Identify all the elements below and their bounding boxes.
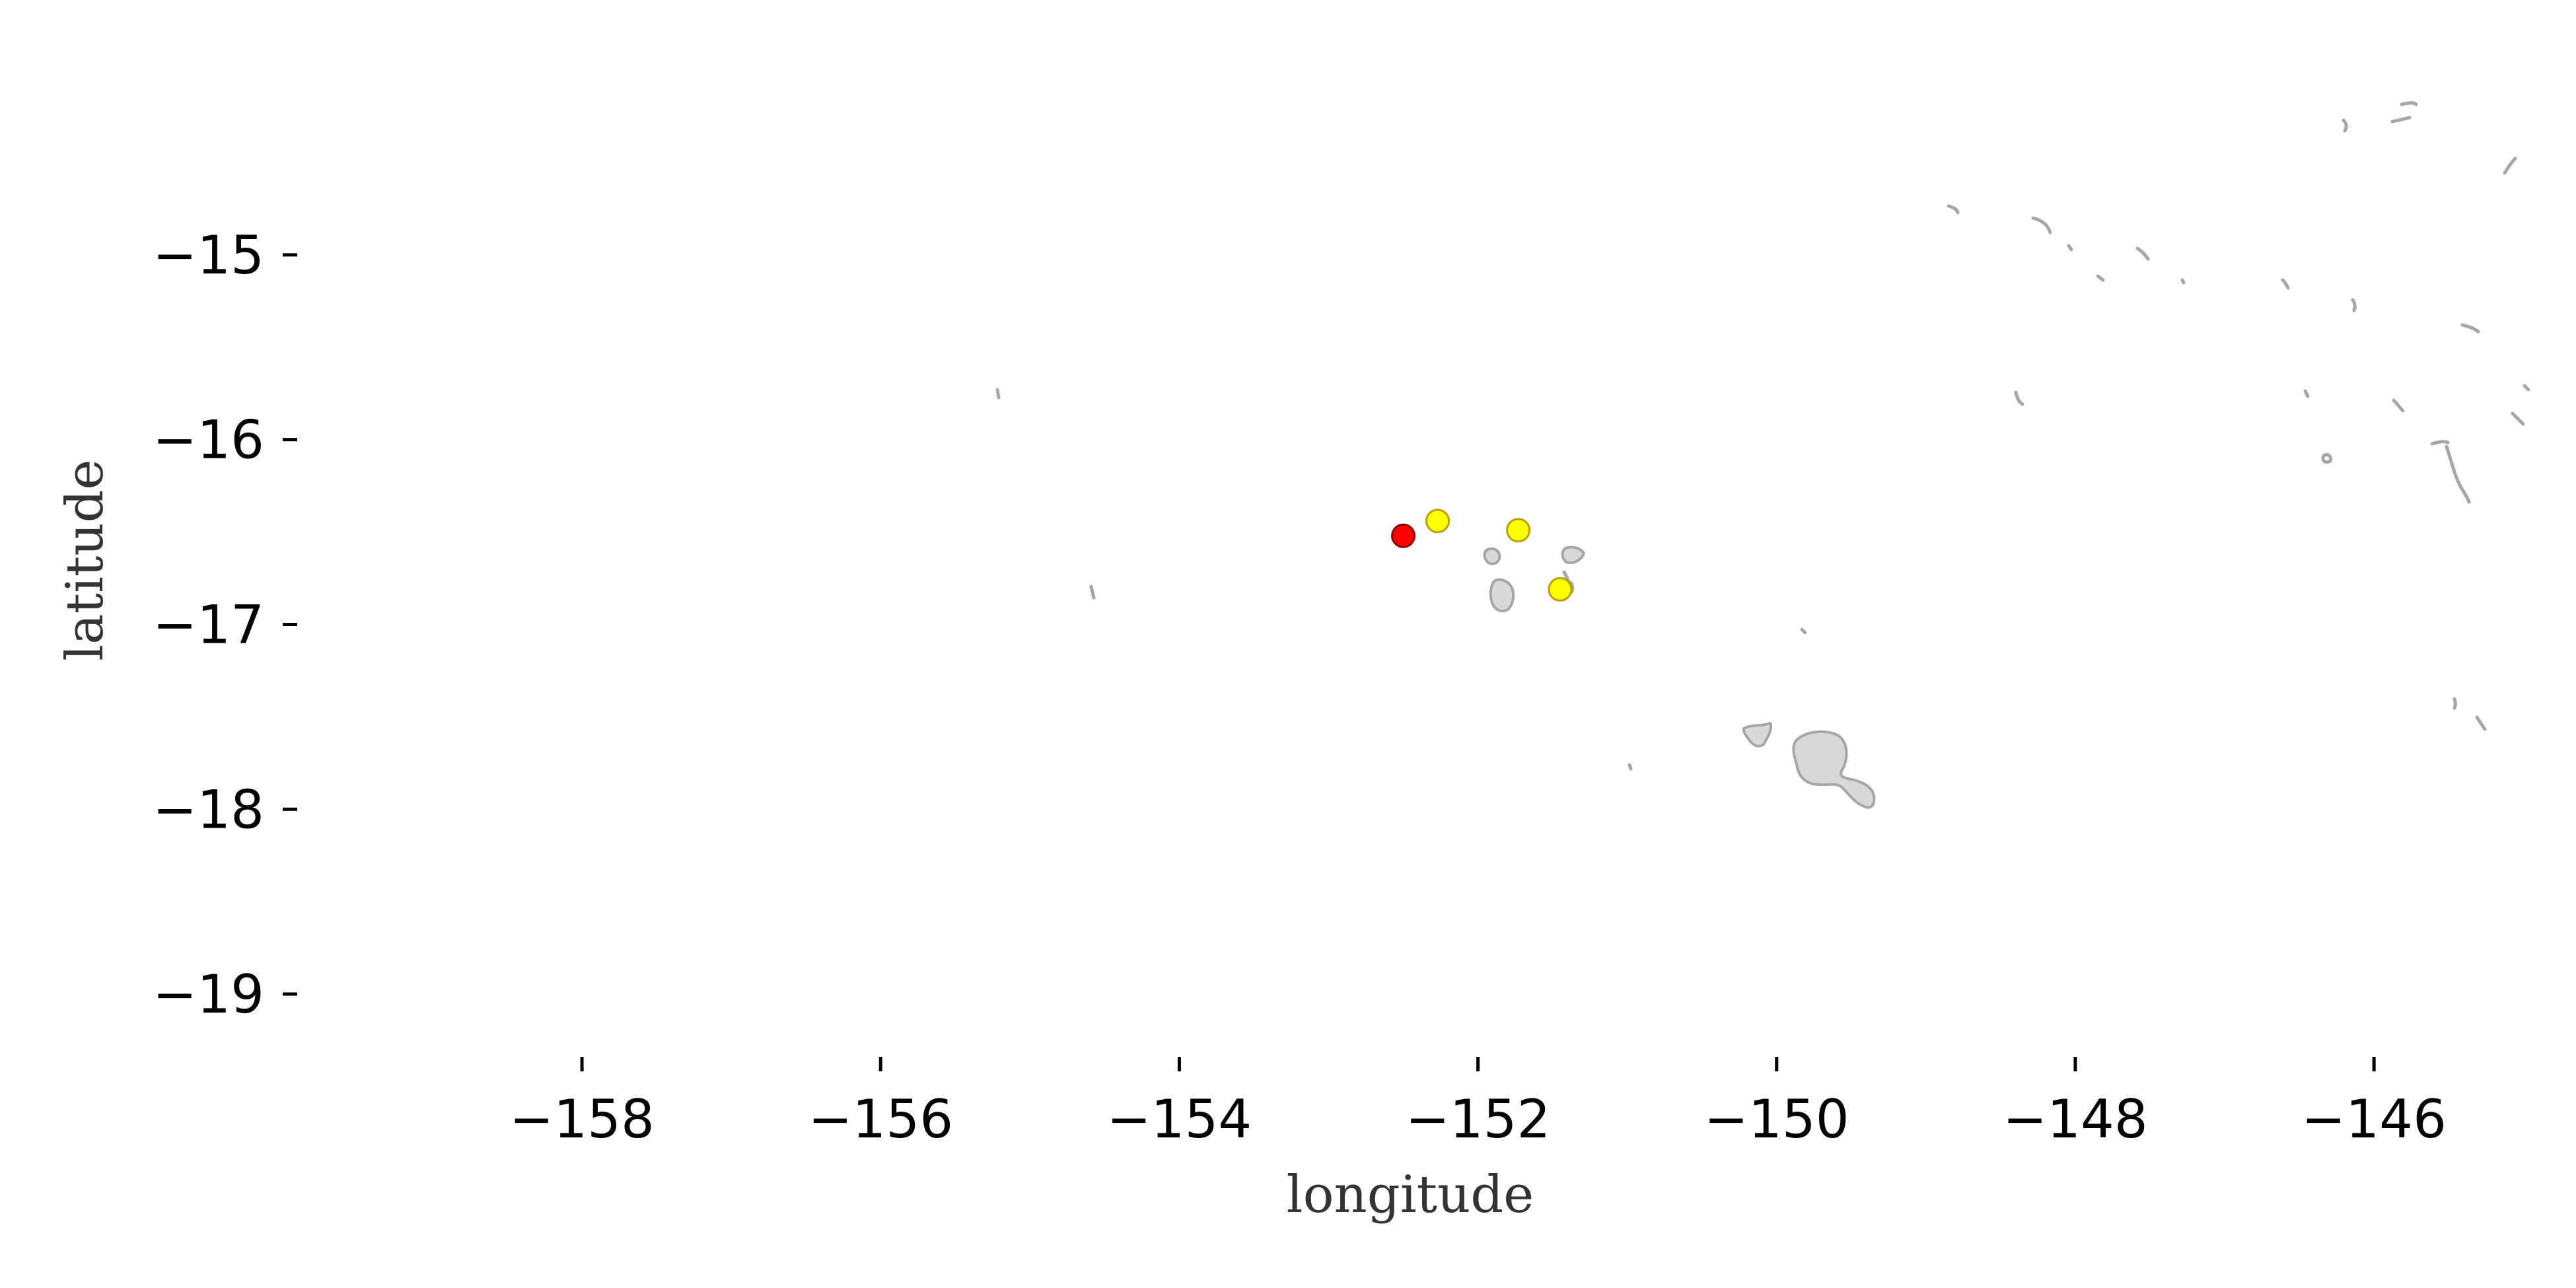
island-coastlines [995, 101, 2530, 809]
x-tick-label: −150 [1704, 1089, 1849, 1150]
y-axis: −15 −16 −17 −18 −19 [153, 225, 297, 1025]
x-axis: −158 −156 −154 −152 −150 −148 −146 [509, 1057, 2447, 1150]
x-tick-label: −158 [509, 1089, 655, 1150]
y-tick-label: −18 [153, 779, 264, 840]
x-tick-label: −146 [2301, 1089, 2447, 1150]
point-marker-yellow [1506, 518, 1531, 543]
y-axis-label: latitude [55, 459, 115, 661]
y-tick-label: −16 [153, 410, 264, 471]
island-borabora [1483, 547, 1501, 565]
atoll-19 [2321, 452, 2332, 464]
atoll-2 [2031, 216, 2052, 234]
atoll-7 [2281, 278, 2290, 290]
atoll-23 [2475, 715, 2487, 731]
point-marker-red [1391, 523, 1416, 548]
island-tahiti [1792, 730, 1876, 809]
reef-4 [1800, 627, 1807, 635]
atoll-20 [2430, 440, 2450, 446]
point-marker-yellow [1425, 509, 1450, 534]
island-moorea [1742, 722, 1772, 748]
atoll-15 [2303, 389, 2310, 398]
atoll-4 [2135, 246, 2150, 261]
atoll-6 [2180, 278, 2186, 285]
atoll-21 [2445, 445, 2471, 504]
atoll-18 [2522, 384, 2530, 392]
atoll-5 [2096, 274, 2105, 282]
sample-points [1391, 509, 1573, 602]
atoll-10 [2390, 116, 2412, 124]
reef-2 [995, 388, 1001, 400]
atoll-14 [2014, 390, 2024, 406]
atoll-1 [1947, 204, 1960, 215]
island-raiatea [1489, 578, 1515, 613]
atoll-8 [2351, 298, 2357, 312]
reef-5 [1628, 763, 1633, 771]
point-marker-yellow [1548, 577, 1573, 602]
x-tick-label: −148 [2003, 1089, 2148, 1150]
atoll-17 [2511, 411, 2525, 426]
x-tick-label: −152 [1406, 1089, 1551, 1150]
reef-1 [1562, 570, 1570, 582]
atoll-13 [2460, 323, 2480, 334]
island-huahine [1561, 546, 1585, 565]
atoll-22 [2452, 697, 2457, 710]
atoll-3 [2067, 244, 2073, 252]
x-tick-label: −154 [1107, 1089, 1252, 1150]
atoll-11 [2400, 101, 2418, 106]
y-tick-label: −19 [153, 964, 264, 1025]
reef-3 [1089, 585, 1096, 600]
x-axis-label: longitude [1287, 1165, 1534, 1225]
x-tick-label: −156 [808, 1089, 953, 1150]
atoll-12 [2503, 157, 2517, 175]
atoll-16 [2392, 398, 2405, 413]
y-tick-label: −15 [153, 225, 264, 286]
atoll-9 [2342, 118, 2348, 133]
y-tick-label: −17 [153, 594, 264, 655]
